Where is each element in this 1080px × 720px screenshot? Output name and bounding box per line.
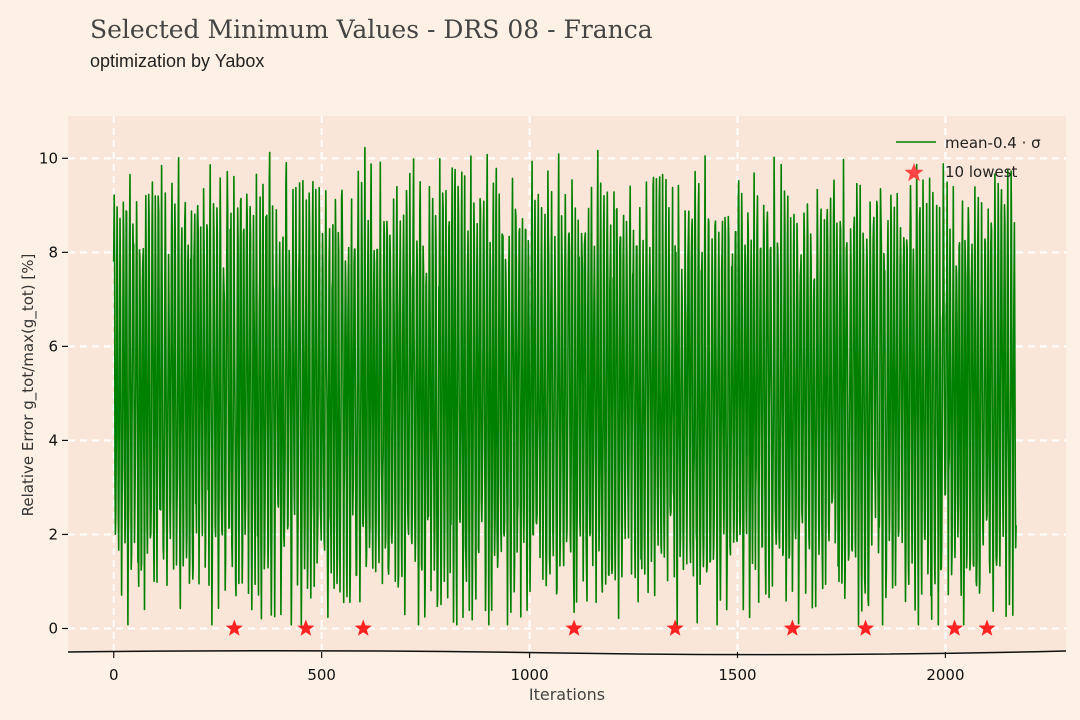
lowest-star-marker <box>783 619 801 636</box>
lowest-star-marker <box>978 619 996 636</box>
x-tick-label: 2000 <box>926 666 964 684</box>
x-tick-label: 500 <box>307 666 336 684</box>
y-tick-label: 6 <box>48 337 58 355</box>
y-axis-label: Relative Error g_tot/max(g_tot) [%] <box>19 254 38 517</box>
x-tick-label: 0 <box>109 666 119 684</box>
legend: mean-0.4 · σ 10 lowest <box>896 134 1041 182</box>
x-axis-ticks: 0 500 1000 1500 2000 <box>109 652 965 684</box>
y-tick-label: 0 <box>48 619 58 637</box>
lowest-star-marker <box>354 619 372 636</box>
lowest-star-marker <box>225 619 243 636</box>
lowest-star-marker <box>666 619 684 636</box>
legend-label-lowest: 10 lowest <box>945 163 1018 181</box>
legend-star-icon <box>904 163 924 182</box>
y-tick-label: 8 <box>48 243 58 261</box>
series-layer <box>112 146 1017 626</box>
y-tick-label: 10 <box>39 149 58 167</box>
lowest-star-marker <box>297 619 315 636</box>
legend-label-mean: mean-0.4 · σ <box>945 134 1041 152</box>
x-axis-label: Iterations <box>529 685 605 704</box>
x-tick-label: 1000 <box>510 666 548 684</box>
y-tick-label: 2 <box>48 525 58 543</box>
x-axis-line <box>67 649 1067 656</box>
lowest-star-marker <box>857 619 875 636</box>
chart-title: Selected Minimum Values - DRS 08 - Franc… <box>90 15 653 44</box>
x-tick-label: 1500 <box>718 666 756 684</box>
lowest-star-marker <box>565 619 583 636</box>
chart-subtitle: optimization by Yabox <box>90 51 265 71</box>
y-tick-label: 4 <box>48 431 58 449</box>
lowest-markers <box>225 619 996 636</box>
lowest-star-marker <box>946 619 964 636</box>
series-line-mean <box>112 146 1017 626</box>
y-axis-ticks: 0 2 4 6 8 10 <box>39 149 68 637</box>
